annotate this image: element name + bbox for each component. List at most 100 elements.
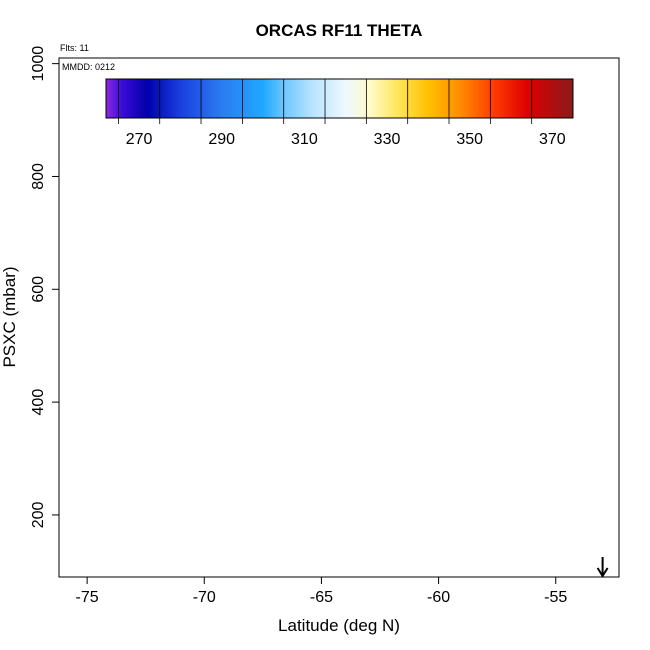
flight-track-point [107,287,112,292]
flight-track-point [199,426,204,431]
flight-track-point [137,329,142,334]
flight-track-point [423,147,428,152]
flight-track-point [260,442,265,447]
flight-track-point [540,521,545,526]
flight-track-point [219,462,224,467]
flight-track-point [133,371,138,376]
flight-track-point [303,360,308,365]
flight-track-point [97,201,102,206]
x-tick-label: -75 [76,589,99,606]
flight-track-point [105,256,109,261]
flight-track-point [588,315,593,320]
colorbar-tick-label: 310 [291,131,318,148]
flight-track-point [581,358,586,363]
flight-track-point [476,465,481,469]
flight-track-point [439,169,444,174]
flight-track-point [586,332,591,337]
flight-track-point [590,298,595,303]
flight-track-point [325,228,330,233]
flight-track-point [165,168,170,173]
flight-track-point [335,170,340,175]
flight-track-point [143,252,148,256]
flight-track-point [424,151,429,156]
flight-track-point [116,363,121,368]
flight-track-point [536,521,541,526]
flight-track-point [469,445,474,450]
flight-track-point [449,193,454,198]
flight-track-point [125,431,130,436]
flight-track-point [594,236,599,241]
flight-track-point [186,340,191,345]
flight-track-point [281,413,286,418]
flight-track-point [113,343,118,348]
flight-track-point [436,166,441,170]
flight-track-point [144,245,149,249]
flight-track-point [112,332,117,337]
flight-track-point [319,253,324,258]
flight-track-point [414,122,419,127]
flight-track-layer [85,84,600,526]
flight-track-point [132,383,137,388]
flight-track-point [442,173,447,178]
flight-track-point [591,287,596,292]
flight-track-point [89,157,94,162]
flight-track-point [108,304,113,309]
flight-track-point [290,398,295,403]
flight-track-point [194,399,199,404]
flight-track-point [156,119,161,124]
flight-track-point [272,428,277,433]
flight-track-point [190,371,195,376]
flight-track-point [173,236,177,241]
flight-track-point [147,224,152,229]
flight-track-point [96,197,101,201]
flight-track-point [574,397,579,402]
flight-track-point [90,167,95,172]
flight-track-point [99,214,104,218]
flight-track-point [137,336,141,341]
flight-track-point [138,301,143,306]
flight-track-point [99,218,104,223]
flight-track-point [571,415,576,420]
flight-track-point [337,160,341,165]
flight-track-point [205,448,210,453]
flight-track-point [451,233,456,238]
flight-track-point [589,187,594,192]
flight-track-point [174,249,179,254]
flight-track-point [125,428,130,433]
flight-track-point [474,460,479,465]
flight-track-point [94,184,99,189]
flight-track-point [126,414,131,419]
flight-track-point [309,332,314,337]
flight-track-point [121,397,126,402]
flight-track-point [577,383,582,388]
flight-track-point [156,124,160,129]
flight-track-point [573,404,578,409]
x-tick-label: -70 [193,589,216,606]
flight-track-point [155,148,160,153]
flight-track-point [160,118,165,123]
flight-track-point [119,384,124,389]
flight-track-point [255,449,259,454]
flight-track-point [307,343,312,348]
flight-track-point [564,456,569,461]
flight-track-point [167,185,172,190]
flight-track-point [569,424,574,429]
flight-track-point [433,162,438,167]
flight-track-point [339,139,344,144]
flight-track-point [126,439,131,444]
flight-track-point [312,309,317,314]
flight-track-point [579,369,584,374]
flight-track-point [126,434,131,438]
flight-track-point [117,367,122,372]
flight-track-point [559,492,563,497]
flight-track-point [588,312,593,317]
flight-track-point [114,349,119,354]
flight-track-point [530,521,535,526]
flight-track-point [101,230,106,235]
flight-track-point [142,259,147,264]
flight-track-point [595,216,600,221]
flight-track-point [151,199,156,204]
flight-track-point [87,84,92,89]
flight-track-point [478,469,483,474]
x-tick-label: -60 [427,589,450,606]
